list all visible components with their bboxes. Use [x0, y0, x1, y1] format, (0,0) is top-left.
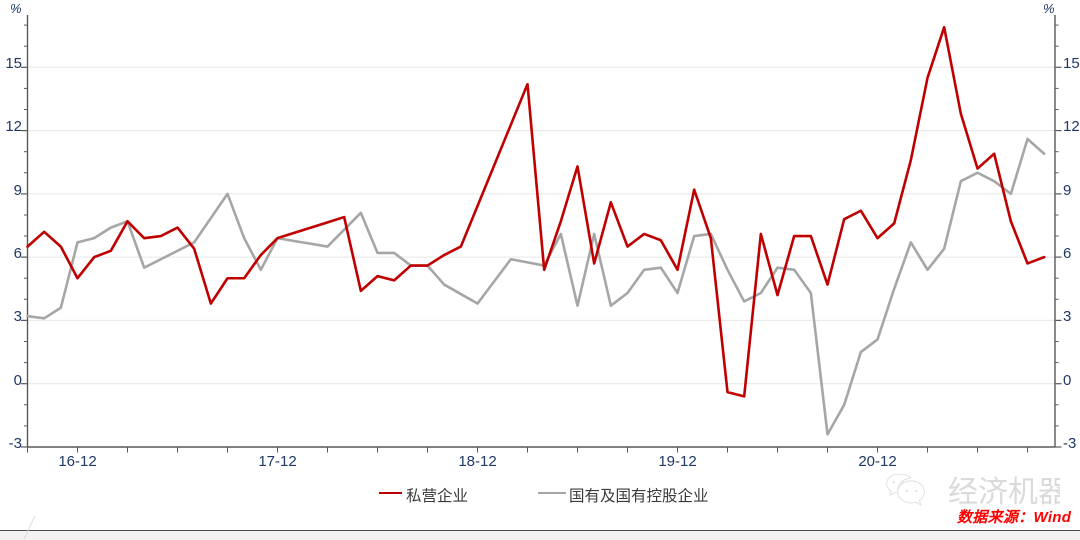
- svg-text:经济机器: 经济机器: [948, 476, 1060, 509]
